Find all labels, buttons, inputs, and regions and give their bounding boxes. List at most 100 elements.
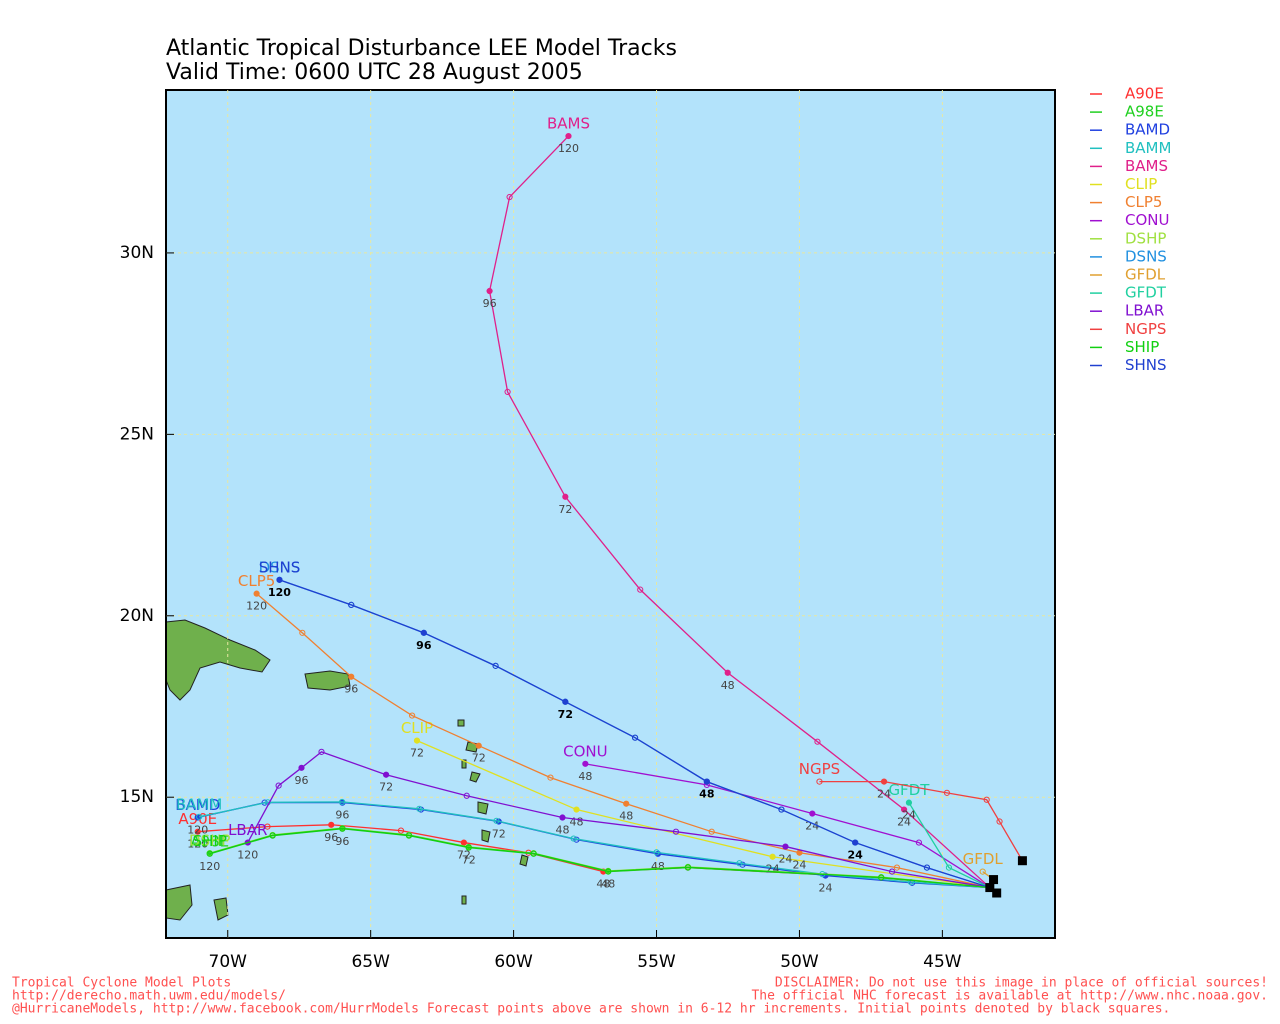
y-tick-label: 30N — [120, 243, 154, 263]
chart-subtitle: Valid Time: 0600 UTC 28 August 2005 — [166, 60, 583, 85]
forecast-hour: 96 — [294, 774, 308, 787]
puerto-rico — [304, 670, 351, 691]
forecast-hour: 72 — [492, 828, 506, 841]
track-point — [769, 853, 776, 860]
model-label: BAMS — [547, 115, 590, 133]
track — [488, 135, 991, 889]
track-point — [888, 868, 896, 875]
forecast-hour: 72 — [462, 854, 476, 867]
forecast-hour: 48 — [601, 878, 615, 891]
chart-title: Atlantic Tropical Disturbance LEE Model … — [166, 36, 677, 61]
track-point — [275, 782, 282, 789]
y-tick-label: 15N — [120, 787, 154, 807]
initial-point — [992, 888, 1002, 898]
forecast-hour: 96 — [416, 639, 432, 652]
legend-label: DSNS — [1125, 247, 1167, 265]
legend-label: NGPS — [1125, 320, 1166, 338]
model-label: CLIP — [401, 719, 433, 737]
model-label: CONU — [563, 742, 607, 760]
track-point — [206, 850, 213, 857]
track-point — [880, 778, 888, 785]
track-point — [814, 738, 821, 745]
legend-label: LBAR — [1125, 302, 1164, 320]
forecast-hour: 96 — [335, 809, 349, 822]
track-point — [816, 778, 823, 785]
track-point — [405, 832, 413, 839]
track-point — [492, 662, 499, 669]
legend-label: GFDL — [1125, 266, 1166, 284]
track — [199, 801, 990, 889]
track-point — [637, 586, 644, 593]
track-point — [736, 860, 743, 867]
track-point — [562, 698, 569, 705]
track-point — [486, 287, 493, 295]
forecast-hour: 96 — [344, 683, 358, 696]
legend-label: CLP5 — [1125, 193, 1162, 211]
forecast-hour: 72 — [457, 849, 471, 862]
track-point — [582, 760, 589, 767]
track — [209, 827, 990, 889]
track-point — [573, 806, 580, 813]
forecast-hour: 72 — [558, 503, 572, 516]
track-point — [979, 868, 986, 875]
track-point — [530, 850, 537, 857]
forecast-hour: 48 — [569, 816, 583, 829]
track-point — [724, 669, 731, 676]
legend-label: A98E — [1125, 103, 1164, 121]
footer-left: http://derecho.math.uwm.edu/models/ — [12, 989, 286, 1004]
track — [416, 740, 990, 889]
track-point — [298, 764, 305, 771]
forecast-hour: 48 — [721, 679, 735, 692]
track-point — [348, 601, 355, 608]
track-point — [900, 806, 908, 813]
track-point — [893, 864, 901, 871]
track-point — [739, 861, 746, 868]
track-point — [348, 673, 355, 680]
track-point — [194, 828, 201, 835]
forecast-hour: 48 — [699, 788, 714, 801]
x-tick-label: 65W — [351, 952, 390, 972]
track-point — [463, 792, 470, 799]
track-point — [460, 839, 467, 846]
model-label: DSHP — [189, 832, 230, 850]
track-point — [905, 799, 913, 806]
initial-point — [989, 875, 999, 885]
model-label: DSNS — [259, 558, 301, 576]
legend-label: CONU — [1125, 211, 1169, 229]
track-point — [605, 868, 612, 875]
track — [279, 579, 991, 889]
track-point — [996, 818, 1003, 825]
forecast-hour: 120 — [237, 849, 258, 862]
legend-label: SHIP — [1125, 338, 1159, 356]
forecast-hour: 24 — [902, 809, 916, 822]
x-tick-label: 50W — [780, 952, 819, 972]
forecast-hour: 48 — [578, 770, 592, 783]
model-label: GFDL — [963, 850, 1004, 868]
forecast-hour: 120 — [268, 586, 291, 599]
track-point — [328, 821, 335, 828]
track-point — [299, 629, 306, 636]
track-point — [547, 774, 554, 781]
legend-label: GFDT — [1125, 284, 1167, 302]
forecast-hour: 24 — [877, 788, 891, 801]
track-point — [420, 629, 427, 636]
track-point — [778, 806, 785, 813]
track-point — [318, 748, 325, 755]
track-point — [565, 132, 572, 140]
forecast-hour: 96 — [483, 297, 497, 310]
forecast-hour: 96 — [335, 835, 349, 848]
x-tick-label: 45W — [923, 952, 962, 972]
track-point — [416, 805, 423, 812]
track-point — [852, 839, 859, 846]
forecast-hour: 48 — [555, 824, 569, 837]
track-point — [923, 864, 931, 871]
forecast-hour: 24 — [848, 849, 864, 862]
track-point — [383, 771, 390, 778]
legend-label: SHNS — [1125, 356, 1167, 374]
track-point — [878, 874, 885, 881]
footer-left: Tropical Cyclone Model Plots — [12, 976, 231, 991]
forecast-hour: 120 — [187, 838, 208, 851]
track — [908, 802, 991, 889]
model-label: NGPS — [799, 760, 840, 778]
